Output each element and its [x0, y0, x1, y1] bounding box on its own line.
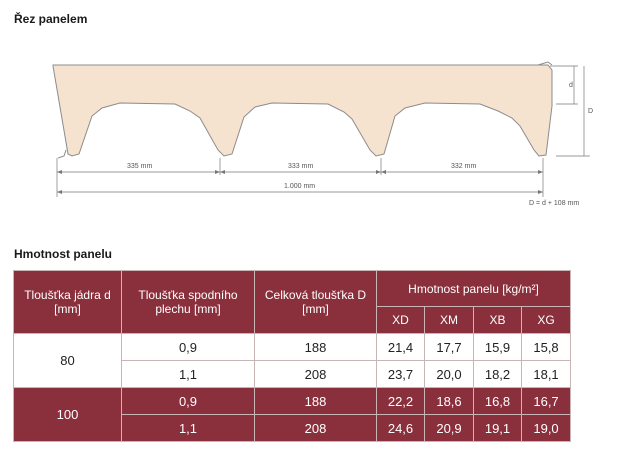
total-cell: 208: [254, 414, 377, 442]
value-cell: 19,1: [473, 414, 522, 442]
panel-weight-table: Tloušťka jádra d [mm] Tloušťka spodního …: [13, 270, 572, 442]
header-total-thickness: Celková tloušťka D [mm]: [254, 270, 377, 334]
value-cell: 20,0: [424, 360, 474, 388]
header-panel-weight: Hmotnost panelu [kg/m²]: [375, 270, 572, 307]
section-title-panel-cut: Řez panelem: [14, 12, 88, 26]
value-cell: 21,4: [376, 333, 425, 361]
top-edge-lip: [537, 61, 553, 66]
bottom-cell: 1,1: [121, 414, 255, 442]
header-bottom-sheet: Tloušťka spodního plechu [mm]: [121, 270, 255, 334]
value-cell: 16,8: [473, 387, 522, 415]
thickness-formula: D = d + 108 mm: [529, 200, 579, 207]
value-cell: 18,1: [520, 360, 572, 388]
table-row: 100 0,9 188 22,2 18,6 16,8 16,7: [13, 387, 572, 442]
right-span-label: 332 mm: [451, 163, 476, 170]
bottom-cell: 0,9: [121, 333, 255, 361]
header-col-xd: XD: [376, 306, 425, 334]
value-cell: 23,7: [376, 360, 425, 388]
total-cell: 188: [254, 333, 377, 361]
mid-span-label: 333 mm: [288, 163, 313, 170]
table-row: 1,1 208 24,6 20,9 19,1 19,0: [14, 414, 572, 442]
table-row: 80 0,9 188 21,4 17,7 15,9 15,8: [13, 333, 572, 388]
value-cell: 16,7: [520, 387, 572, 415]
total-cell: 188: [254, 387, 377, 415]
header-col-xb: XB: [473, 306, 522, 334]
core-cell: 100: [13, 387, 122, 442]
section-title-panel-weight: Hmotnost panelu: [14, 247, 112, 261]
value-cell: 24,6: [376, 414, 425, 442]
d-label: d: [569, 82, 573, 89]
value-cell: 19,0: [520, 414, 572, 442]
value-cell: 18,6: [424, 387, 474, 415]
total-cell: 208: [254, 360, 377, 388]
value-cell: 15,9: [473, 333, 522, 361]
D-label: D: [588, 108, 593, 115]
panel-body: [52, 64, 553, 157]
bottom-edge-lip: [57, 149, 67, 159]
value-cell: 20,9: [424, 414, 474, 442]
bottom-cell: 0,9: [121, 387, 255, 415]
core-cell: 80: [13, 333, 122, 388]
bottom-cell: 1,1: [121, 360, 255, 388]
value-cell: 15,8: [520, 333, 572, 361]
left-span-label: 335 mm: [127, 163, 152, 170]
value-cell: 18,2: [473, 360, 522, 388]
header-core-thickness: Tloušťka jádra d [mm]: [13, 270, 122, 334]
table-row: 1,1 208 23,7 20,0 18,2 18,1: [14, 360, 572, 388]
value-cell: 17,7: [424, 333, 474, 361]
value-cell: 22,2: [376, 387, 425, 415]
panel-cross-section-diagram: d D 335 mm 333 mm 332 mm 1.000 mm D = d …: [52, 61, 593, 207]
header-col-xg: XG: [520, 306, 572, 334]
total-span-label: 1.000 mm: [284, 183, 315, 190]
header-col-xm: XM: [424, 306, 474, 334]
